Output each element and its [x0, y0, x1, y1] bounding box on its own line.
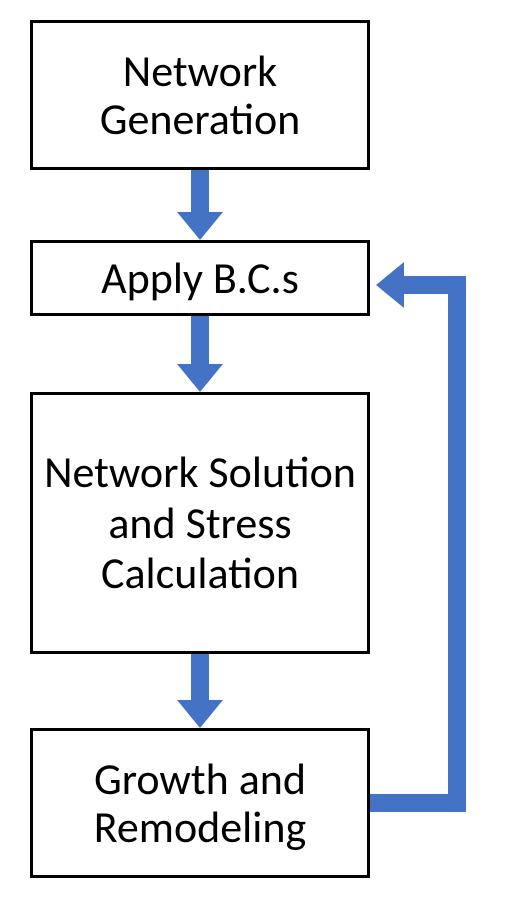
node-label: Network Generation [33, 43, 367, 148]
flowchart-arrow-e2 [191, 316, 223, 392]
node-label: Growth and Remodeling [33, 751, 367, 856]
flowchart-node-n3: Network Solution and Stress Calculation [30, 392, 370, 654]
flowchart-arrow-e1 [191, 170, 223, 240]
flowchart-arrow-e4-seg2 [448, 276, 466, 812]
node-label: Apply B.C.s [93, 250, 307, 306]
node-label: Network Solution and Stress Calculation [33, 443, 367, 603]
flowchart-node-n4: Growth and Remodeling [30, 728, 370, 878]
flowchart-node-n1: Network Generation [30, 20, 370, 170]
flowchart-node-n2: Apply B.C.s [30, 240, 370, 316]
flowchart-arrow-e4-seg3 [404, 276, 448, 294]
flowchart-arrowhead-e4 [376, 262, 404, 308]
flowchart-arrow-e3 [191, 654, 223, 728]
